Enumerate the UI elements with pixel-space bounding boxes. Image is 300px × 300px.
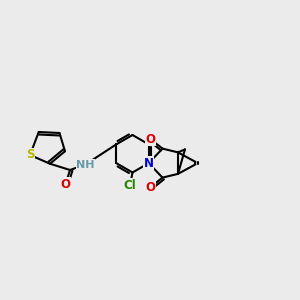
- Text: NH: NH: [76, 160, 95, 170]
- Text: O: O: [146, 133, 155, 146]
- Text: O: O: [61, 178, 70, 191]
- Text: N: N: [144, 157, 154, 169]
- Text: Cl: Cl: [124, 179, 136, 192]
- Text: O: O: [146, 181, 155, 194]
- Text: S: S: [26, 148, 34, 161]
